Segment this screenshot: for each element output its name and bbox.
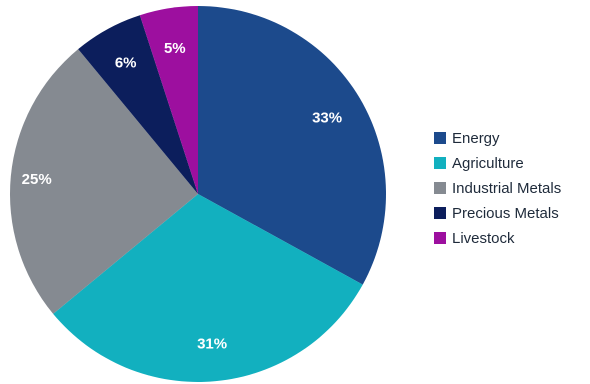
pie-slice-energy <box>198 6 387 285</box>
slice-label-precious-metals: 6% <box>115 55 137 72</box>
legend-label-agriculture: Agriculture <box>452 155 524 172</box>
pie-slices <box>9 5 387 383</box>
slice-label-agriculture: 31% <box>197 335 227 352</box>
legend-swatch-precious-metals <box>434 207 446 219</box>
pie-slice-livestock <box>139 5 198 194</box>
slice-label-industrial-metals: 25% <box>22 171 52 188</box>
pie-slice-agriculture <box>53 194 363 383</box>
legend-swatch-energy <box>434 132 446 144</box>
pie-slice-precious-metals <box>78 15 198 195</box>
slice-label-livestock: 5% <box>164 40 186 57</box>
legend-label-industrial-metals: Industrial Metals <box>452 180 561 197</box>
slice-label-energy: 33% <box>312 110 342 127</box>
legend-swatch-agriculture <box>434 157 446 169</box>
legend-label-livestock: Livestock <box>452 230 515 247</box>
slice-labels: 33% 31% 25% 6% 5% <box>22 40 342 352</box>
pie-slice-industrial-metals <box>9 49 198 314</box>
legend-swatch-industrial-metals <box>434 182 446 194</box>
legend: Energy Agriculture Industrial Metals Precio… <box>434 130 561 247</box>
legend-swatch-livestock <box>434 232 446 244</box>
legend-label-energy: Energy <box>452 130 500 147</box>
legend-label-precious-metals: Precious Metals <box>452 205 559 222</box>
